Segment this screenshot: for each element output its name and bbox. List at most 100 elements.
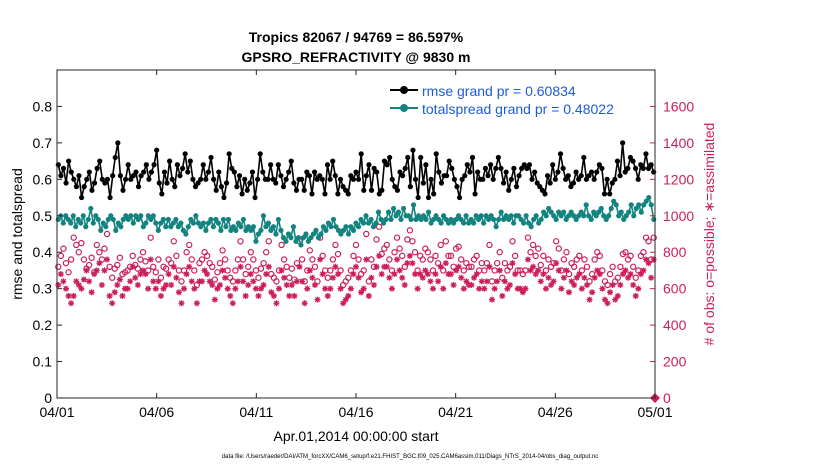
obs-assimilated-point <box>332 263 339 270</box>
spread-point <box>643 198 649 204</box>
spread-point <box>553 216 559 223</box>
rmse-point <box>503 169 509 175</box>
spread-point <box>218 227 224 233</box>
spread-point <box>368 216 374 223</box>
rmse-point <box>309 191 315 197</box>
spread-point <box>330 216 337 223</box>
obs-assimilated-point <box>93 267 100 274</box>
obs-possible-point <box>232 267 239 274</box>
spread-point <box>373 220 379 226</box>
obs-possible-point <box>588 270 596 278</box>
obs-assimilated-point <box>317 256 324 263</box>
obs-possible-point <box>188 256 195 263</box>
obs-assimilated-point <box>550 278 557 285</box>
rmse-point <box>498 165 504 171</box>
spread-point <box>393 213 399 219</box>
obs-assimilated-point <box>625 274 632 281</box>
spread-point <box>198 224 204 230</box>
obs-assimilated-point <box>139 267 146 274</box>
obs-possible-point <box>152 269 160 276</box>
rmse-point <box>252 194 258 201</box>
rmse-point <box>257 151 263 157</box>
rmse-point <box>221 194 227 201</box>
obs-assimilated-point <box>650 256 657 263</box>
obs-possible-point <box>108 274 116 281</box>
obs-assimilated-point <box>609 282 616 289</box>
rmse-point <box>604 176 610 182</box>
obs-assimilated-point <box>437 263 444 270</box>
obs-possible-point <box>509 238 516 245</box>
obs-possible-point <box>168 259 175 267</box>
obs-assimilated-point <box>299 278 306 285</box>
obs-assimilated-point <box>319 271 326 278</box>
rmse-point <box>456 194 463 201</box>
obs-assimilated-point <box>373 263 380 270</box>
obs-assimilated-point <box>329 274 336 281</box>
obs-assimilated-point <box>258 285 265 292</box>
obs-assimilated-point <box>614 292 621 299</box>
obs-possible-point <box>157 274 165 281</box>
obs-possible-point <box>155 256 162 263</box>
y-axis-label-left: rmse and totalspread <box>9 168 25 300</box>
rmse-point <box>635 176 641 182</box>
spread-point <box>213 216 219 223</box>
spread-point <box>591 209 597 215</box>
rmse-point <box>112 154 118 161</box>
series-assimilated <box>55 252 657 307</box>
obs-possible-point <box>245 263 252 270</box>
obs-possible-point <box>193 281 201 289</box>
obs-assimilated-point <box>88 289 95 296</box>
rmse-point <box>638 162 644 168</box>
spread-point <box>548 209 554 215</box>
obs-possible-point <box>352 241 360 249</box>
rmse-point <box>161 169 168 175</box>
obs-assimilated-point <box>245 282 252 289</box>
rmse-point <box>488 162 494 168</box>
obs-possible-point <box>319 252 326 260</box>
obs-assimilated-point <box>250 278 257 285</box>
spread-point <box>363 213 369 219</box>
spread-point <box>115 220 121 226</box>
obs-assimilated-point <box>106 292 113 299</box>
spread-point <box>370 224 377 230</box>
spread-point <box>193 213 199 219</box>
obs-assimilated-point <box>247 271 254 278</box>
spread-point <box>385 209 392 215</box>
rmse-point <box>216 169 222 175</box>
obs-possible-point <box>360 267 367 274</box>
obs-assimilated-point <box>60 278 67 285</box>
rmse-point <box>513 184 520 190</box>
obs-possible-point <box>260 259 267 267</box>
rmse-point <box>317 173 323 179</box>
obs-possible-point <box>375 223 383 230</box>
spread-point <box>566 213 572 219</box>
spread-point <box>338 231 344 237</box>
obs-assimilated-point <box>486 263 493 270</box>
obs-assimilated-point <box>566 289 573 296</box>
obs-possible-point <box>458 256 465 263</box>
spread-point <box>63 213 69 219</box>
obs-assimilated-point <box>473 271 480 278</box>
x-tick-label: 04/11 <box>239 404 273 420</box>
rmse-point <box>601 191 608 197</box>
y-tick-label-right: 1200 <box>663 171 694 187</box>
spread-point <box>578 209 584 215</box>
spread-point <box>626 209 632 215</box>
rmse-point <box>475 169 481 175</box>
rmse-point <box>632 165 639 171</box>
legend: rmse grand pr = 0.60834 totalspread gran… <box>390 83 614 117</box>
obs-assimilated-point <box>152 285 159 292</box>
rmse-point <box>521 162 527 168</box>
rmse-point <box>508 176 514 182</box>
spread-point <box>208 216 214 223</box>
obs-assimilated-point <box>417 271 424 278</box>
spread-point <box>636 202 642 208</box>
y-tick-label-left: 0.1 <box>33 354 53 370</box>
obs-possible-point <box>391 249 398 256</box>
obs-possible-point <box>434 259 442 267</box>
rmse-point <box>490 176 496 182</box>
obs-assimilated-point <box>360 285 367 292</box>
obs-assimilated-point <box>527 267 534 274</box>
obs-assimilated-point <box>519 289 526 296</box>
obs-assimilated-point <box>414 285 421 292</box>
